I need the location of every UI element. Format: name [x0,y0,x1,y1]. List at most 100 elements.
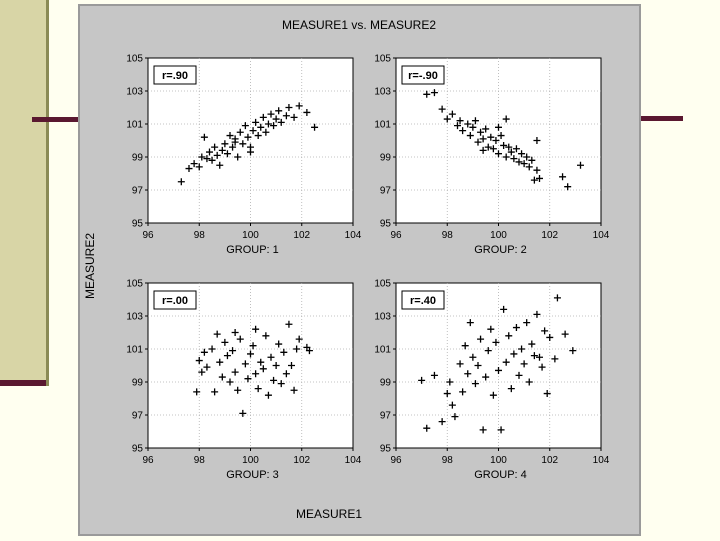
data-point [277,380,285,388]
data-point [267,110,275,118]
data-point [515,371,523,379]
data-point [295,102,303,110]
data-point [234,153,242,161]
data-point [200,133,208,141]
data-point [195,163,203,171]
data-point [236,128,244,136]
data-point [254,385,262,393]
x-tick-label: 102 [293,455,310,466]
data-point [418,376,426,384]
scatter-matrix-figure: MEASURE1 vs. MEASURE2 MEASURE1 MEASURE2 … [78,4,641,536]
y-axis-label: MEASURE2 [83,233,97,299]
x-tick-label: 98 [442,455,454,466]
data-point [218,373,226,381]
y-tick-label: 99 [132,378,144,389]
data-point [505,143,513,151]
correlation-box [401,65,445,85]
data-point [515,158,523,166]
data-point [448,401,456,409]
panel-edge [46,0,49,386]
x-tick-label: 96 [142,230,154,241]
data-point [280,348,288,356]
x-tick-label: 102 [541,230,558,241]
data-point [530,352,538,360]
x-tick-label: 98 [194,230,206,241]
x-tick-label: 104 [593,230,610,241]
y-tick-label: 97 [380,186,392,197]
panel-group-1: 96 98 100 102 104 95 97 99 101 103 105 r=.90 GROUP: … [126,54,361,257]
data-point [208,345,216,353]
y-tick-label: 105 [126,279,143,290]
x-tick-label: 98 [442,230,454,241]
x-tick-label: 96 [142,455,154,466]
data-point [512,145,520,153]
data-point [208,156,216,164]
data-point [229,347,237,355]
data-point [512,324,520,332]
data-point [206,148,213,156]
data-point [231,329,239,336]
data-point [551,355,559,363]
data-point [479,135,487,143]
y-tick-label: 95 [132,219,144,230]
data-point [275,107,283,115]
data-point [502,153,510,161]
data-point [247,350,254,358]
data-point [272,362,280,369]
data-point [259,113,267,121]
data-point [282,112,290,120]
data-point [231,368,239,376]
data-point [543,390,551,398]
y-tick-label: 101 [126,120,143,131]
data-point [203,155,211,163]
y-tick-label: 99 [132,153,144,164]
data-point [530,176,538,184]
data-point [446,378,454,386]
data-point [533,166,541,174]
data-point [459,127,467,135]
data-point [249,127,257,135]
bottom-rule [0,380,46,386]
data-point [466,319,474,327]
data-point [259,365,267,373]
data-point [564,183,572,191]
data-point [479,146,487,154]
data-point [477,335,485,343]
data-point [459,388,467,396]
x-tick-label: 100 [490,455,507,466]
data-point [477,128,485,136]
correlation-box [153,290,197,310]
y-tick-label: 105 [126,54,143,65]
y-tick-label: 103 [126,87,143,98]
data-point [484,143,492,151]
data-point [525,163,533,171]
data-point [223,352,231,360]
group-label: GROUP: 4 [474,469,527,481]
data-point [461,342,469,350]
data-point [288,362,295,369]
y-tick-label: 103 [374,87,391,98]
data-point [211,143,219,151]
left-decorative-panel [0,0,46,385]
data-point [487,325,495,333]
x-tick-label: 100 [242,455,259,466]
x-tick-label: 100 [490,230,507,241]
data-point [479,426,487,434]
data-point [226,378,234,386]
data-point [523,319,531,327]
y-tick-label: 97 [380,411,392,422]
data-point [303,108,311,116]
data-point [536,174,543,182]
y-tick-label: 105 [374,279,391,290]
data-point [285,320,293,328]
data-point [507,385,515,393]
data-point [482,125,490,133]
x-tick-label: 104 [345,230,362,241]
data-point [282,370,290,378]
data-point [430,371,438,379]
data-point [541,327,549,335]
data-point [469,353,477,361]
data-point [482,373,490,381]
data-point [290,386,298,394]
data-point [464,120,472,128]
